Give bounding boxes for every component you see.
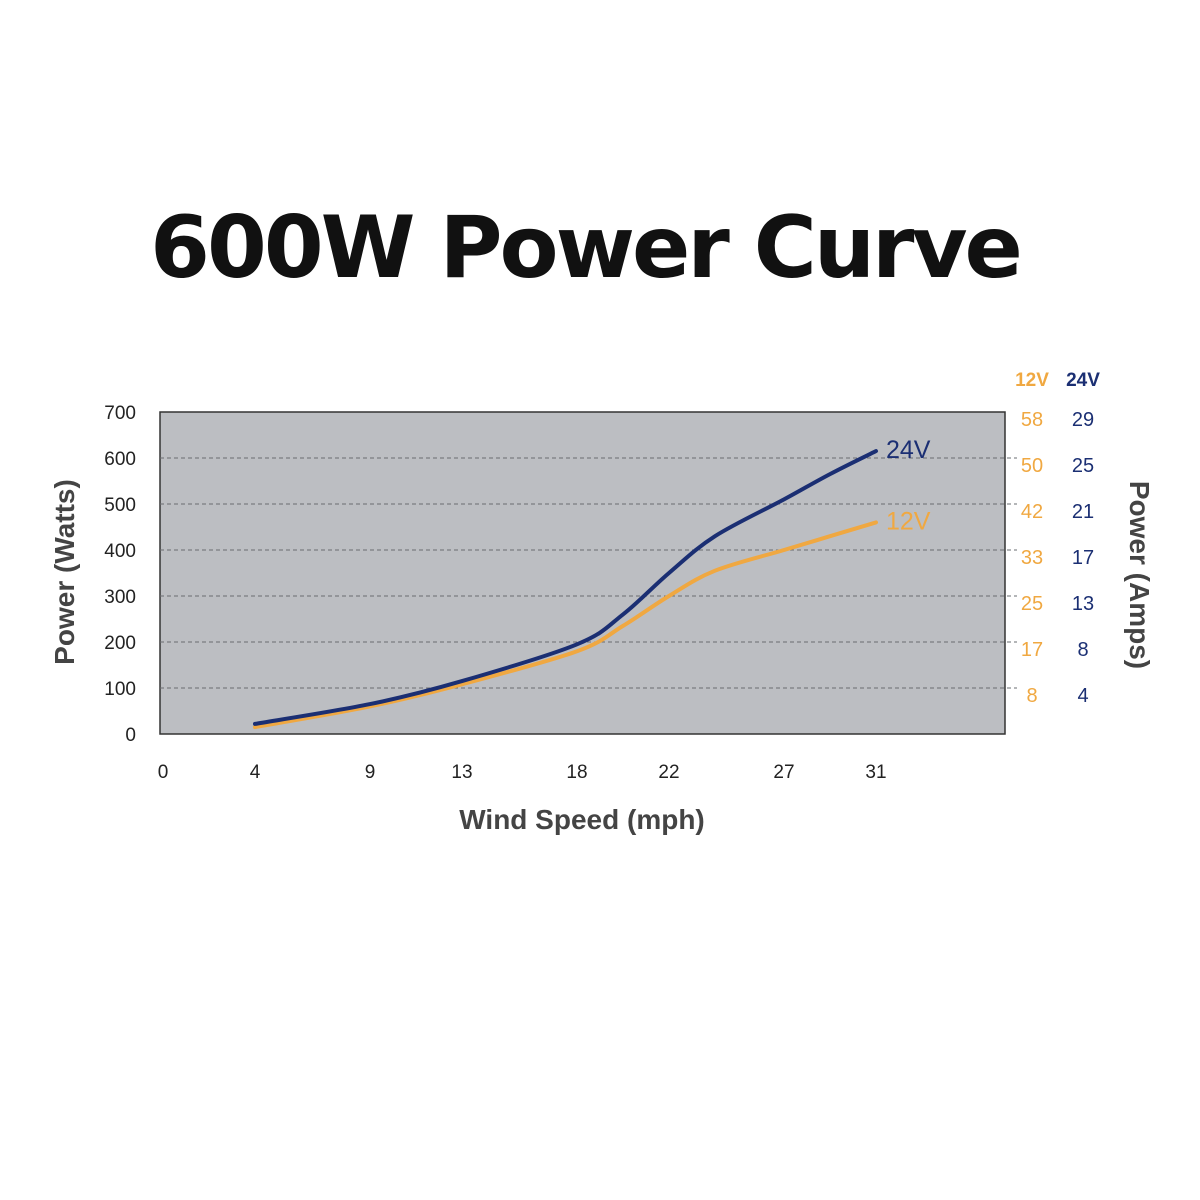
plot-area — [159, 411, 1006, 735]
y-tick-label: 200 — [104, 633, 136, 654]
x-axis-title: Wind Speed (mph) — [459, 804, 705, 835]
amps-value-12v: 33 — [1021, 547, 1043, 569]
amps-value-12v: 58 — [1021, 409, 1043, 431]
series-line-24v — [253, 449, 878, 726]
amps-header-12v: 12V — [1015, 370, 1049, 391]
series-label-24v: 24V — [886, 436, 931, 464]
x-tick-label: 9 — [365, 762, 376, 783]
grid-lines — [160, 457, 1017, 689]
y-tick-label: 700 — [104, 403, 136, 424]
amps-header-24v: 24V — [1066, 370, 1100, 391]
x-tick-label: 22 — [658, 762, 679, 783]
amps-value-24v: 13 — [1072, 593, 1094, 615]
amps-value-12v: 42 — [1021, 501, 1043, 523]
x-tick-label: 13 — [451, 762, 472, 783]
series-line-12v — [253, 520, 878, 730]
y-axis-title: Power (Watts) — [49, 479, 80, 665]
amps-value-12v: 25 — [1021, 593, 1043, 615]
amps-axis: 12V 24V 58 29 50 25 42 21 33 17 25 13 17 8 8 4 — [1015, 370, 1100, 707]
amps-value-12v: 17 — [1021, 639, 1043, 661]
y-tick-label: 600 — [104, 449, 136, 470]
amps-value-12v: 50 — [1021, 455, 1043, 477]
series-label-12v: 12V — [886, 507, 931, 535]
y-axis-right-title: Power (Amps) — [1124, 481, 1155, 669]
amps-value-24v: 17 — [1072, 547, 1094, 569]
y-tick-label: 400 — [104, 541, 136, 562]
amps-value-24v: 25 — [1072, 455, 1094, 477]
amps-value-24v: 4 — [1077, 685, 1088, 707]
x-axis-ticks: 0 4 9 13 18 22 27 31 — [158, 762, 887, 783]
x-tick-label: 4 — [250, 762, 261, 783]
y-tick-label: 100 — [104, 679, 136, 700]
x-tick-label: 18 — [566, 762, 587, 783]
series-lines: 12V 24V — [253, 436, 931, 730]
page-title: 600W Power Curve — [150, 198, 1023, 298]
x-tick-label: 31 — [865, 762, 886, 783]
x-tick-label: 0 — [158, 762, 169, 783]
amps-value-24v: 21 — [1072, 501, 1094, 523]
x-tick-label: 27 — [773, 762, 794, 783]
y-tick-label: 0 — [125, 725, 136, 746]
amps-value-24v: 8 — [1077, 639, 1088, 661]
y-tick-label: 500 — [104, 495, 136, 516]
y-tick-label: 300 — [104, 587, 136, 608]
amps-value-24v: 29 — [1072, 409, 1094, 431]
y-axis-ticks: 0 100 200 300 400 500 600 700 — [104, 403, 136, 746]
amps-value-12v: 8 — [1026, 685, 1037, 707]
